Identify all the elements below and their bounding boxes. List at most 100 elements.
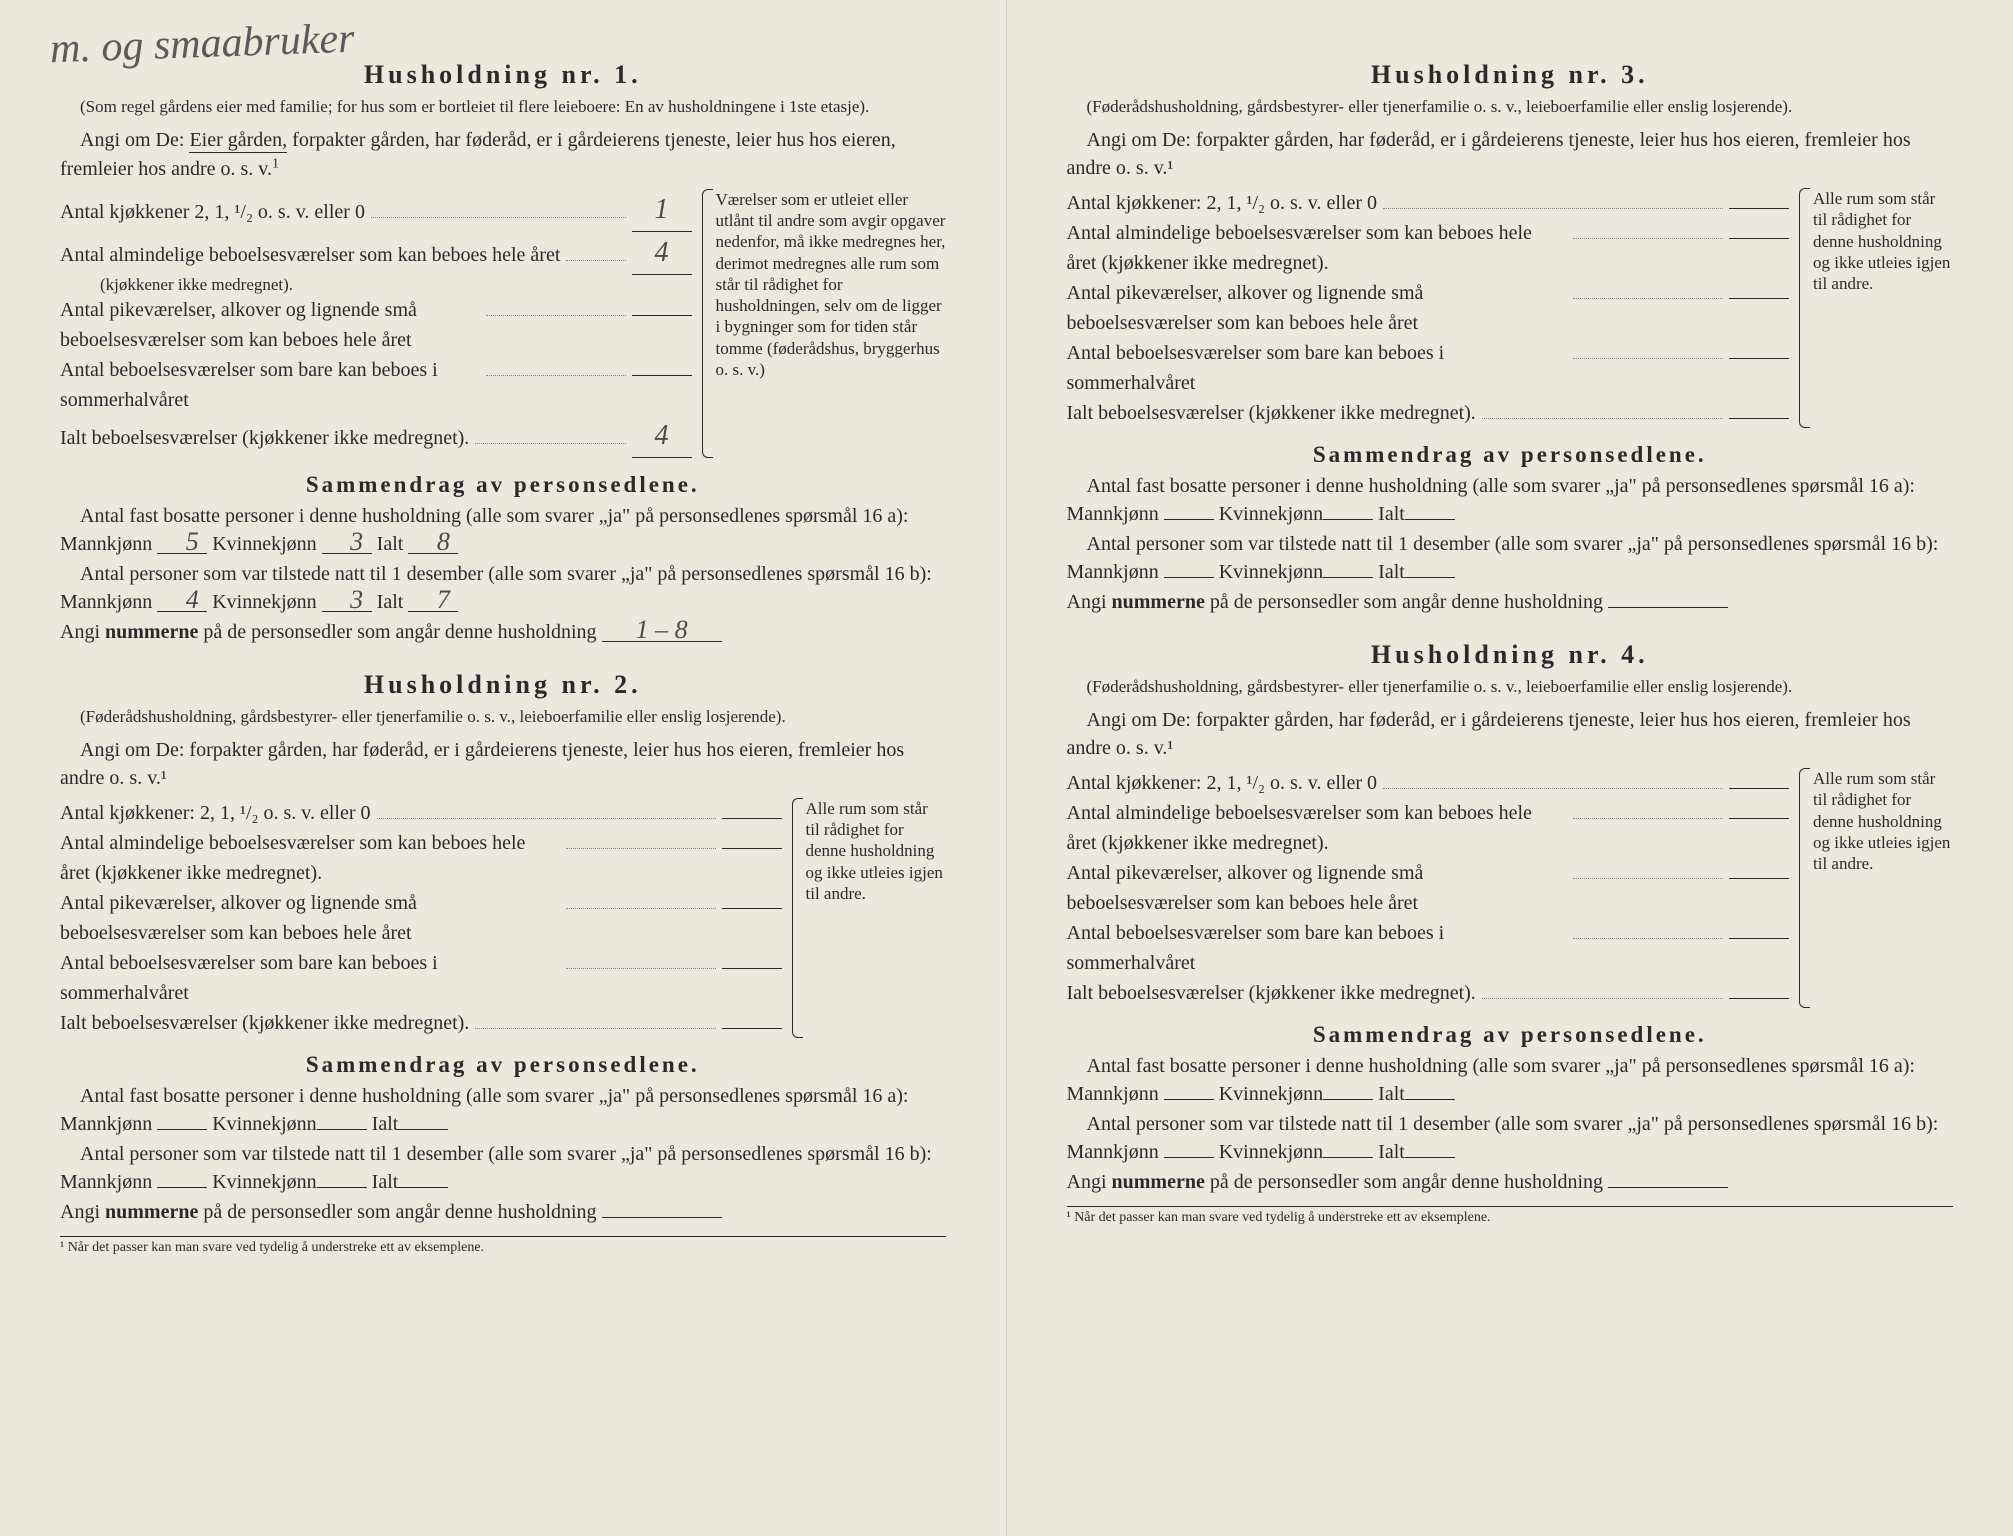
- angi-rest: forpakter gården, har føderåd, er i gård…: [60, 129, 896, 180]
- household-3-rooms-block: Antal kjøkkener: 2, 1, ¹/₂ o. s. v. elle…: [1067, 188, 1954, 428]
- pike-row-4: Antal pikeværelser, alkover og lignende …: [1067, 858, 1790, 918]
- rooms-year-row-2: Antal almindelige beboelsesværelser som …: [60, 828, 782, 888]
- tilstede-text: Antal personer som var tilstede natt til…: [1067, 1113, 1939, 1163]
- kitchens-row-3: Antal kjøkkener: 2, 1, ¹/₂ o. s. v. elle…: [1067, 188, 1790, 218]
- value: [1729, 298, 1789, 299]
- brace-icon: [1799, 188, 1810, 428]
- dots: [475, 1008, 715, 1029]
- value: [1729, 418, 1789, 419]
- value: [1164, 1099, 1214, 1100]
- value: [722, 848, 782, 849]
- angi-underlined: Eier gården,: [189, 129, 287, 153]
- side-note-1: Værelser som er utleiet eller utlånt til…: [702, 189, 946, 458]
- rooms-year-row: Antal almindelige beboelsesværelser som …: [60, 232, 692, 275]
- pike-row-3: Antal pikeværelser, alkover og lignende …: [1067, 278, 1790, 338]
- summer-row-3: Antal beboelsesværelser som bare kan beb…: [1067, 338, 1790, 398]
- fast-m-value: 5: [157, 530, 207, 554]
- label: Ialt beboelsesværelser (kjøkkener ikke m…: [60, 1008, 469, 1038]
- kvinnekjonn-label: Kvinnekjønn: [212, 533, 316, 555]
- nummer-line-1: Angi nummerne på de personsedler som ang…: [60, 618, 946, 646]
- value: [317, 1187, 367, 1188]
- tilstede-line-3: Antal personer som var tilstede natt til…: [1067, 530, 1954, 586]
- tilstede-line-2: Antal personer som var tilstede natt til…: [60, 1140, 946, 1196]
- summer-row-2: Antal beboelsesværelser som bare kan beb…: [60, 948, 782, 1008]
- value: [1323, 1157, 1373, 1158]
- ialt-label: Ialt: [1378, 1083, 1405, 1105]
- rooms-fields-3: Antal kjøkkener: 2, 1, ¹/₂ o. s. v. elle…: [1067, 188, 1790, 428]
- household-3-angi: Angi om De: forpakter gården, har føderå…: [1067, 126, 1954, 182]
- nummerne-bold: nummerne: [1112, 1171, 1205, 1193]
- side-note-text: Alle rum som står til rådighet for denne…: [1813, 189, 1950, 293]
- value: [722, 818, 782, 819]
- value: [398, 1129, 448, 1130]
- value: [317, 1129, 367, 1130]
- label: Antal pikeværelser, alkover og lignende …: [1067, 278, 1567, 338]
- dots: [1573, 798, 1724, 819]
- total-row: Ialt beboelsesværelser (kjøkkener ikke m…: [60, 415, 692, 458]
- kitchens-row-4: Antal kjøkkener: 2, 1, ¹/₂ o. s. v. elle…: [1067, 768, 1790, 798]
- tilstede-text: Antal personer som var tilstede natt til…: [60, 1143, 932, 1193]
- value: [1729, 818, 1789, 819]
- dots: [475, 423, 625, 444]
- fast-text: Antal fast bosatte personer i denne hush…: [60, 1085, 909, 1135]
- value: [722, 908, 782, 909]
- dots: [1573, 918, 1724, 939]
- fast-line-3: Antal fast bosatte personer i denne hush…: [1067, 472, 1954, 528]
- dots: [1482, 398, 1723, 419]
- tilstede-line-4: Antal personer som var tilstede natt til…: [1067, 1110, 1954, 1166]
- rooms-year-row-4: Antal almindelige beboelsesværelser som …: [1067, 798, 1790, 858]
- household-4-subtitle: (Føderådshusholdning, gårdsbestyrer- ell…: [1067, 676, 1954, 698]
- angi-word: Angi: [1067, 1171, 1112, 1193]
- value: [1729, 208, 1789, 209]
- dots: [486, 295, 626, 316]
- dots: [377, 798, 716, 819]
- footnote-left: ¹ Når det passer kan man svare ved tydel…: [60, 1236, 946, 1256]
- nummerne-bold: nummerne: [1112, 591, 1205, 613]
- fast-line-2: Antal fast bosatte personer i denne hush…: [60, 1082, 946, 1138]
- angi-prefix: Angi om De:: [80, 129, 184, 151]
- household-2-angi: Angi om De: forpakter gården, har føderå…: [60, 736, 946, 792]
- kitchens-row-2: Antal kjøkkener: 2, 1, ¹/₂ o. s. v. elle…: [60, 798, 782, 828]
- nummer-rest: på de personsedler som angår denne husho…: [203, 621, 596, 643]
- fast-i-value: 8: [408, 530, 458, 554]
- label: Antal pikeværelser, alkover og lignende …: [1067, 858, 1567, 918]
- label: Antal kjøkkener: 2, 1, ¹/₂ o. s. v. elle…: [1067, 768, 1378, 798]
- nummerne-bold: nummerne: [105, 1201, 198, 1223]
- value: [1729, 238, 1789, 239]
- kitchens-label: Antal kjøkkener 2, 1, ¹/₂ o. s. v. eller…: [60, 197, 365, 227]
- kvinnekjonn-label: Kvinnekjønn: [212, 1171, 316, 1193]
- nummer-rest: på de personsedler som angår denne husho…: [1210, 1171, 1603, 1193]
- ialt-label: Ialt: [1378, 561, 1405, 583]
- label: Antal kjøkkener: 2, 1, ¹/₂ o. s. v. elle…: [1067, 188, 1378, 218]
- household-1-subtitle: (Som regel gårdens eier med familie; for…: [60, 96, 946, 118]
- footnote-right: ¹ Når det passer kan man svare ved tydel…: [1067, 1206, 1954, 1226]
- value: [1164, 577, 1214, 578]
- value: [1608, 1187, 1728, 1188]
- ialt-label: Ialt: [372, 1171, 399, 1193]
- value: [1608, 607, 1728, 608]
- side-note-text: Alle rum som står til rådighet for denne…: [806, 799, 943, 903]
- sammendrag-3-title: Sammendrag av personsedlene.: [1067, 442, 1954, 468]
- kvinnekjonn-label: Kvinnekjønn: [1219, 1083, 1323, 1105]
- value: [1164, 1157, 1214, 1158]
- label: Antal beboelsesværelser som bare kan beb…: [1067, 338, 1567, 398]
- brace-icon: [1799, 768, 1810, 1008]
- ialt-label: Ialt: [372, 1113, 399, 1135]
- household-2-title: Husholdning nr. 2.: [60, 670, 946, 700]
- nummer-line-3: Angi nummerne på de personsedler som ang…: [1067, 588, 1954, 616]
- kitchens-value: 1: [632, 189, 692, 232]
- household-1-rooms-block: Antal kjøkkener 2, 1, ¹/₂ o. s. v. eller…: [60, 189, 946, 458]
- rooms-year-row-3: Antal almindelige beboelsesværelser som …: [1067, 218, 1790, 278]
- tilstede-text: Antal personer som var tilstede natt til…: [1067, 533, 1939, 583]
- household-3-title: Husholdning nr. 3.: [1067, 60, 1954, 90]
- document-spread: m. og smaabruker Husholdning nr. 1. (Som…: [0, 0, 2013, 1536]
- dots: [1573, 278, 1724, 299]
- tilstede-m-value: 4: [157, 588, 207, 612]
- total-row-4: Ialt beboelsesværelser (kjøkkener ikke m…: [1067, 978, 1790, 1008]
- kvinnekjonn-label: Kvinnekjønn: [212, 1113, 316, 1135]
- side-note-2: Alle rum som står til rådighet for denne…: [792, 798, 946, 1038]
- total-row-3: Ialt beboelsesværelser (kjøkkener ikke m…: [1067, 398, 1790, 428]
- dots: [1573, 338, 1724, 359]
- fast-k-value: 3: [322, 530, 372, 554]
- summer-row: Antal beboelsesværelser som bare kan beb…: [60, 355, 692, 415]
